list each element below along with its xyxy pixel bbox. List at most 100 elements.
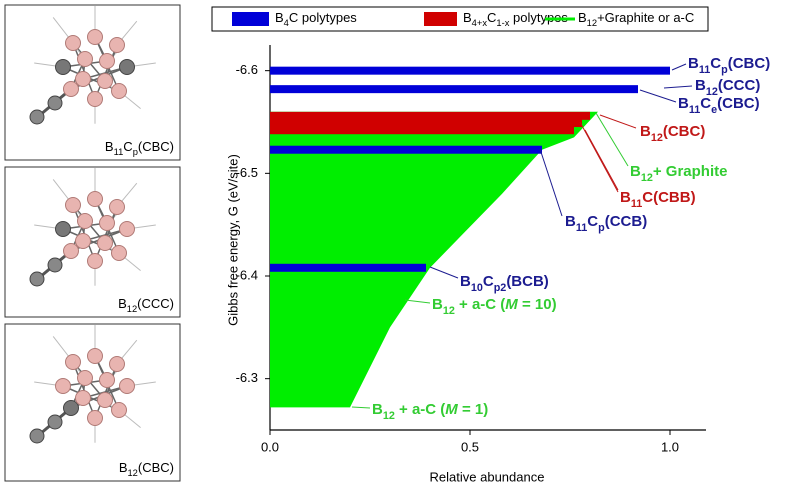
text-part: B bbox=[119, 460, 128, 475]
text-part: (CBC) bbox=[138, 139, 174, 154]
legend-swatch bbox=[424, 12, 457, 26]
text-part: B bbox=[695, 77, 706, 94]
x-tick-label: 0.0 bbox=[261, 439, 279, 454]
text-part: 12 bbox=[641, 172, 653, 184]
leader-line bbox=[600, 115, 636, 128]
atom bbox=[98, 393, 113, 408]
text-part: + a-C ( bbox=[455, 296, 505, 313]
text-part: 11 bbox=[631, 198, 642, 210]
leader-line bbox=[540, 149, 562, 216]
text-part: C bbox=[700, 95, 711, 112]
atom bbox=[64, 244, 79, 259]
text-part: (BCB) bbox=[506, 273, 549, 290]
x-tick-label: 1.0 bbox=[661, 439, 679, 454]
leader-line bbox=[664, 86, 692, 88]
text-part: 11 bbox=[576, 222, 587, 234]
text-part: 12 bbox=[587, 18, 597, 28]
text-part: B bbox=[620, 189, 631, 206]
panel-frame bbox=[5, 324, 180, 481]
leader-line bbox=[580, 122, 618, 192]
atom bbox=[120, 379, 135, 394]
text-part: 12 bbox=[443, 305, 455, 317]
annotation: B11C(CBB) bbox=[620, 189, 696, 210]
text-part: 10 bbox=[471, 282, 483, 294]
y-tick-label: -6.6 bbox=[236, 62, 258, 77]
x-axis-label: Relative abundance bbox=[430, 469, 545, 484]
text-part: + a-C ( bbox=[395, 401, 445, 418]
text-part: B bbox=[578, 10, 587, 25]
atom bbox=[30, 429, 44, 443]
text-part: 12 bbox=[127, 468, 137, 478]
atom bbox=[78, 371, 93, 386]
atom bbox=[48, 258, 62, 272]
leader-line bbox=[672, 64, 686, 70]
text-part: B bbox=[372, 401, 383, 418]
bar bbox=[270, 119, 582, 127]
text-part: C(CBB) bbox=[642, 189, 695, 206]
atom bbox=[88, 192, 103, 207]
atom bbox=[88, 254, 103, 269]
text-part: (CCB) bbox=[605, 213, 648, 230]
text-part: 12 bbox=[651, 132, 663, 144]
leader-line bbox=[585, 130, 618, 190]
atom bbox=[112, 403, 127, 418]
y-tick-label: -6.3 bbox=[236, 370, 258, 385]
atom bbox=[30, 110, 44, 124]
atom bbox=[66, 355, 81, 370]
text-part: C bbox=[487, 10, 496, 25]
atom bbox=[48, 96, 62, 110]
bar bbox=[270, 67, 670, 75]
y-axis-label: Gibbs free energy, G (eV/site) bbox=[225, 154, 240, 326]
text-part: B bbox=[118, 296, 127, 311]
atom bbox=[100, 373, 115, 388]
atom bbox=[76, 72, 91, 87]
panel-frame bbox=[5, 5, 180, 160]
text-part: C bbox=[587, 213, 598, 230]
atom bbox=[56, 379, 71, 394]
annotation: B11Cp(CBC) bbox=[688, 55, 770, 76]
text-part: B bbox=[640, 123, 651, 140]
text-part: = 10) bbox=[518, 296, 557, 313]
text-part: M bbox=[445, 401, 458, 418]
text-part: B bbox=[565, 213, 576, 230]
atom bbox=[78, 52, 93, 67]
atom bbox=[76, 391, 91, 406]
atom bbox=[110, 357, 125, 372]
text-part: (CBC) bbox=[728, 55, 771, 72]
text-part: M bbox=[505, 296, 518, 313]
text-part: (CBC) bbox=[663, 123, 706, 140]
annotation: B12 + a-C (M = 10) bbox=[432, 296, 557, 317]
atom bbox=[110, 200, 125, 215]
text-part: B bbox=[630, 163, 641, 180]
text-part: B bbox=[432, 296, 443, 313]
text-part: B bbox=[105, 139, 114, 154]
atom bbox=[64, 401, 79, 416]
text-part: (CCC) bbox=[137, 296, 174, 311]
text-part: (CBC) bbox=[717, 95, 760, 112]
atom bbox=[76, 234, 91, 249]
bar bbox=[270, 112, 590, 120]
text-part: C bbox=[483, 273, 494, 290]
atom bbox=[110, 38, 125, 53]
area bbox=[270, 112, 598, 408]
atom bbox=[88, 30, 103, 45]
annotation: B12 + a-C (M = 1) bbox=[372, 401, 488, 422]
text-part: C polytypes bbox=[289, 10, 357, 25]
bar bbox=[270, 146, 542, 154]
atom bbox=[98, 236, 113, 251]
text-part: 12 bbox=[383, 410, 395, 422]
y-tick-label: -6.4 bbox=[236, 267, 258, 282]
text-part: 4+x bbox=[472, 18, 488, 28]
atom bbox=[88, 411, 103, 426]
atom bbox=[88, 349, 103, 364]
y-tick-label: -6.5 bbox=[236, 165, 258, 180]
atom bbox=[120, 60, 135, 75]
atom bbox=[100, 216, 115, 231]
leader-line bbox=[640, 90, 676, 102]
x-tick-label: 0.5 bbox=[461, 439, 479, 454]
text-part: 12 bbox=[127, 304, 137, 314]
text-part: p2 bbox=[494, 282, 507, 294]
text-part: (CCC) bbox=[718, 77, 761, 94]
text-part: +Graphite or a-C bbox=[597, 10, 694, 25]
atom bbox=[112, 84, 127, 99]
